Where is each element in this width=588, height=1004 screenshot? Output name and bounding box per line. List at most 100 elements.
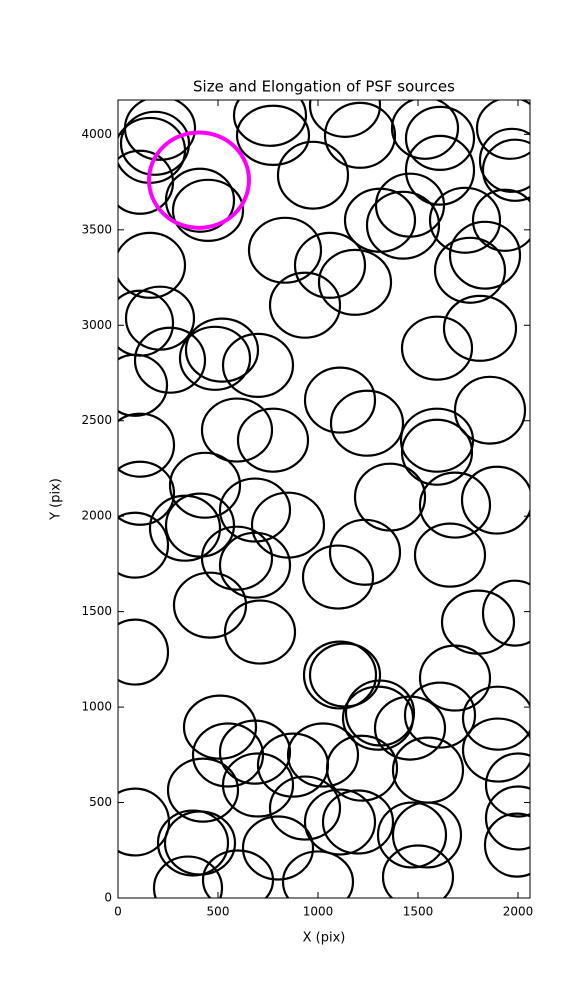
psf-ellipse [483,812,530,878]
psf-ellipse [448,220,522,290]
psf-ellipse [200,397,274,463]
psf-ellipse [118,618,170,686]
psf-ellipse [308,100,382,138]
psf-ellipse [223,599,297,665]
psf-ellipse [481,138,530,202]
psf-ellipse [471,188,530,252]
psf-ellipse [478,127,530,193]
plot-area [118,100,530,898]
y-tick-label: 2500 [81,413,112,427]
psf-ellipse [247,216,323,284]
psf-ellipse [325,734,399,802]
psf-ellipse [399,407,475,473]
psf-ellipse [118,787,171,857]
y-tick-label: 4000 [81,127,112,141]
psf-ellipse [323,101,397,169]
psf-ellipse [156,809,230,877]
psf-ellipse [403,681,477,749]
psf-ellipse [232,100,308,147]
psf-ellipse [404,134,476,206]
psf-ellipse [221,752,295,818]
psf-ellipse [119,110,191,176]
psf-ellipse [241,815,315,881]
psf-ellipse [164,167,236,233]
psf-ellipse [365,190,441,260]
psf-ellipse [268,271,342,339]
psf-ellipse [481,579,530,647]
psf-ellipse [418,471,492,539]
psf-ellipse [433,236,507,304]
y-axis-label: Y (pix) [49,478,64,521]
psf-ellipse [171,178,245,242]
y-tick-label: 2000 [81,509,112,523]
psf-ellipse [118,511,170,579]
psf-ellipse [133,326,207,394]
psf-ellipse [118,353,169,417]
psf-ellipse [184,317,260,383]
psf-ellipse [236,407,310,473]
psf-ellipse [381,844,455,898]
psf-ellipse [303,366,377,434]
psf-ellipse [118,460,176,526]
psf-ellipse [172,571,248,639]
psf-ellipse [374,172,446,238]
x-tick-label: 0 [114,905,122,919]
psf-ellipse [201,849,275,898]
psf-ellipse [428,186,502,254]
y-tick-label: 1500 [81,604,112,618]
psf-ellipse [373,695,447,761]
y-tick-label: 3500 [81,222,112,236]
x-axis-label: X (pix) [303,931,346,946]
psf-ellipse [475,100,530,160]
psf-ellipse [235,104,311,167]
y-tick-label: 1000 [81,700,112,714]
psf-ellipse [276,140,350,210]
psf-ellipse [321,789,395,855]
psf-ellipse [400,418,474,486]
plot-frame [117,99,531,899]
psf-ellipse [281,850,355,898]
psf-ellipse [286,722,360,788]
y-tick-label: 3000 [81,318,112,332]
psf-ellipse [118,231,187,299]
psf-ellipse [166,757,240,823]
psf-ellipse [453,375,527,445]
psf-ellipse [147,130,251,230]
psf-ellipse [163,810,237,876]
x-tick-label: 1000 [303,905,334,919]
x-tick-label: 1500 [403,905,434,919]
psf-ellipse [460,465,530,535]
psf-ellipse [168,451,242,519]
psf-ellipse [191,722,265,788]
psf-ellipse [218,477,292,543]
psf-ellipse [404,105,476,171]
psf-ellipse [413,522,487,588]
psf-ellipse [418,644,492,712]
psf-ellipse [178,325,252,391]
psf-ellipse [268,775,342,841]
psf-ellipse [400,315,474,381]
psf-ellipse [218,719,292,785]
y-tick-label: 0 [104,891,112,905]
psf-ellipse [390,100,460,160]
psf-ellipse [218,531,292,599]
psf-ellipse [391,801,463,869]
psf-ellipse [317,248,393,316]
chart-title: Size and Elongation of PSF sources [193,78,455,96]
psf-ellipse [442,294,518,362]
psf-ellipse [200,525,274,591]
psf-ellipse [148,494,222,562]
psf-ellipse [302,640,378,710]
psf-ellipse [376,801,448,869]
y-tick-label: 500 [89,795,112,809]
psf-ellipse [484,785,530,851]
psf-ellipse [303,788,377,856]
psf-ellipse [301,544,375,610]
psf-ellipse [328,518,402,586]
x-tick-label: 500 [207,905,230,919]
psf-ellipse [118,412,176,478]
psf-ellipse [329,389,405,457]
psf-ellipse [461,717,530,783]
